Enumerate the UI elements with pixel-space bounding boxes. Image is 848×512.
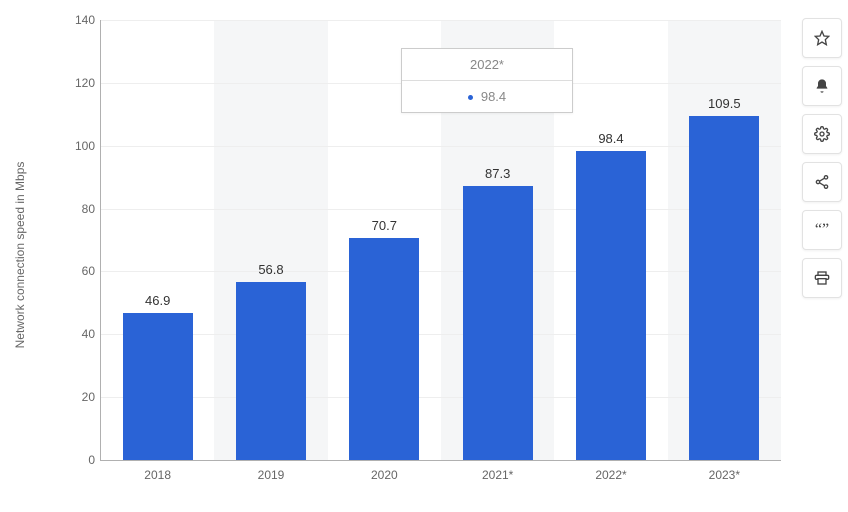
x-tick-label: 2022* <box>595 468 626 482</box>
y-tick-label: 140 <box>75 13 95 27</box>
tooltip-value: 98.4 <box>481 89 506 104</box>
bar-value-label: 70.7 <box>349 218 419 233</box>
bar-value-label: 56.8 <box>236 262 306 277</box>
x-tick-label: 2019 <box>258 468 285 482</box>
gridline <box>101 334 781 335</box>
gridline <box>101 397 781 398</box>
bar-value-label: 109.5 <box>689 96 759 111</box>
bar-value-label: 46.9 <box>123 293 193 308</box>
gridline <box>101 20 781 21</box>
bar[interactable]: 70.7 <box>349 238 419 460</box>
print-icon <box>814 270 830 286</box>
favorite-button[interactable] <box>802 18 842 58</box>
y-tick-label: 100 <box>75 139 95 153</box>
x-tick-label: 2023* <box>709 468 740 482</box>
alerts-button[interactable] <box>802 66 842 106</box>
tooltip-body: 98.4 <box>402 81 572 112</box>
tooltip-series-dot <box>468 95 473 100</box>
y-tick-label: 20 <box>82 390 95 404</box>
y-tick-label: 80 <box>82 202 95 216</box>
action-sidebar: “” <box>802 18 840 298</box>
bar-value-label: 98.4 <box>576 131 646 146</box>
gridline <box>101 209 781 210</box>
bar[interactable]: 109.5 <box>689 116 759 460</box>
chart-tooltip: 2022* 98.4 <box>401 48 573 113</box>
x-tick-label: 2021* <box>482 468 513 482</box>
tooltip-title: 2022* <box>402 49 572 81</box>
y-tick-label: 0 <box>88 453 95 467</box>
chart-plot-area: 2022* 98.4 02040608010012014046.9201856.… <box>100 20 781 461</box>
share-button[interactable] <box>802 162 842 202</box>
bar[interactable]: 98.4 <box>576 151 646 460</box>
bell-icon <box>814 78 830 94</box>
y-tick-label: 60 <box>82 264 95 278</box>
bar[interactable]: 56.8 <box>236 282 306 461</box>
x-tick-label: 2018 <box>144 468 171 482</box>
bar-value-label: 87.3 <box>463 166 533 181</box>
y-axis-label: Network connection speed in Mbps <box>13 162 27 349</box>
quote-icon: “” <box>815 222 829 238</box>
bar[interactable]: 87.3 <box>463 186 533 460</box>
bar[interactable]: 46.9 <box>123 313 193 460</box>
star-icon <box>814 30 830 46</box>
print-button[interactable] <box>802 258 842 298</box>
y-tick-label: 40 <box>82 327 95 341</box>
cite-button[interactable]: “” <box>802 210 842 250</box>
gear-icon <box>814 126 830 142</box>
x-tick-label: 2020 <box>371 468 398 482</box>
gridline <box>101 271 781 272</box>
y-tick-label: 120 <box>75 76 95 90</box>
chart-container: Network connection speed in Mbps 2022* 9… <box>30 10 790 500</box>
settings-button[interactable] <box>802 114 842 154</box>
gridline <box>101 146 781 147</box>
share-icon <box>814 174 830 190</box>
